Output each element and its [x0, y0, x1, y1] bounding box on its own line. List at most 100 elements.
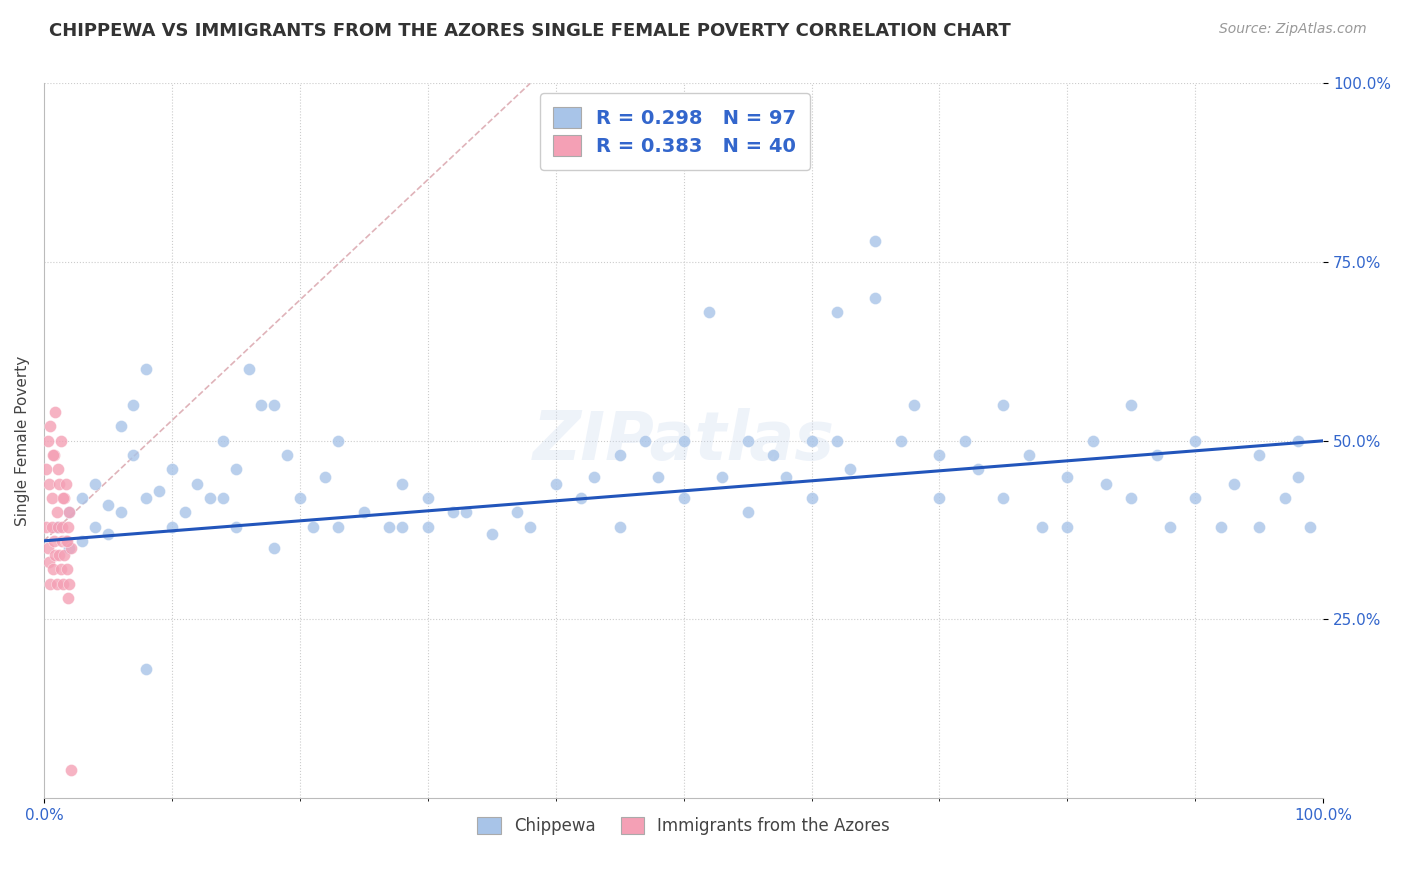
- Y-axis label: Single Female Poverty: Single Female Poverty: [15, 356, 30, 526]
- Point: [1249, 448, 1271, 462]
- Point: [672, 434, 695, 448]
- Point: [46, 519, 69, 533]
- Point: [288, 491, 311, 505]
- Point: [1209, 519, 1232, 533]
- Point: [1159, 519, 1181, 533]
- Point: [569, 491, 592, 505]
- Point: [762, 448, 785, 462]
- Point: [212, 434, 235, 448]
- Point: [84, 519, 107, 533]
- Point: [97, 526, 120, 541]
- Point: [1286, 434, 1309, 448]
- Point: [737, 505, 759, 519]
- Point: [825, 434, 848, 448]
- Point: [37, 541, 59, 555]
- Point: [56, 562, 79, 576]
- Point: [928, 448, 950, 462]
- Point: [56, 533, 79, 548]
- Point: [110, 419, 132, 434]
- Point: [416, 519, 439, 533]
- Point: [263, 398, 285, 412]
- Point: [97, 498, 120, 512]
- Point: [263, 541, 285, 555]
- Point: [44, 405, 66, 419]
- Point: [328, 434, 350, 448]
- Point: [110, 505, 132, 519]
- Point: [1184, 491, 1206, 505]
- Point: [39, 576, 62, 591]
- Point: [609, 448, 631, 462]
- Point: [58, 519, 80, 533]
- Point: [52, 491, 75, 505]
- Point: [53, 491, 76, 505]
- Point: [544, 476, 567, 491]
- Point: [72, 491, 94, 505]
- Point: [454, 505, 477, 519]
- Point: [38, 476, 60, 491]
- Point: [225, 462, 247, 476]
- Point: [148, 483, 170, 498]
- Point: [59, 541, 82, 555]
- Point: [51, 533, 73, 548]
- Point: [353, 505, 375, 519]
- Point: [328, 519, 350, 533]
- Point: [42, 448, 65, 462]
- Point: [825, 305, 848, 319]
- Point: [276, 448, 298, 462]
- Point: [48, 476, 70, 491]
- Point: [1222, 476, 1244, 491]
- Point: [391, 519, 413, 533]
- Point: [1121, 491, 1143, 505]
- Point: [1286, 469, 1309, 483]
- Point: [55, 476, 77, 491]
- Point: [35, 519, 58, 533]
- Point: [800, 491, 823, 505]
- Point: [865, 234, 887, 248]
- Point: [1146, 448, 1168, 462]
- Point: [160, 462, 183, 476]
- Point: [173, 505, 195, 519]
- Point: [58, 541, 80, 555]
- Point: [135, 663, 157, 677]
- Point: [582, 469, 605, 483]
- Point: [890, 434, 912, 448]
- Point: [506, 505, 529, 519]
- Point: [44, 548, 66, 562]
- Point: [609, 519, 631, 533]
- Point: [672, 491, 695, 505]
- Point: [45, 505, 67, 519]
- Point: [481, 526, 503, 541]
- Point: [250, 398, 273, 412]
- Point: [1121, 398, 1143, 412]
- Point: [37, 434, 59, 448]
- Point: [391, 476, 413, 491]
- Point: [42, 562, 65, 576]
- Point: [1094, 476, 1116, 491]
- Point: [41, 519, 63, 533]
- Legend: Chippewa, Immigrants from the Azores: Chippewa, Immigrants from the Azores: [468, 808, 898, 844]
- Point: [225, 519, 247, 533]
- Point: [45, 576, 67, 591]
- Point: [58, 505, 80, 519]
- Point: [48, 548, 70, 562]
- Point: [59, 763, 82, 777]
- Point: [378, 519, 401, 533]
- Point: [135, 491, 157, 505]
- Point: [966, 462, 988, 476]
- Point: [993, 491, 1015, 505]
- Point: [1299, 519, 1322, 533]
- Point: [1249, 519, 1271, 533]
- Point: [49, 562, 72, 576]
- Point: [39, 419, 62, 434]
- Point: [58, 591, 80, 605]
- Point: [84, 476, 107, 491]
- Point: [135, 362, 157, 376]
- Point: [41, 491, 63, 505]
- Point: [55, 533, 77, 548]
- Point: [186, 476, 208, 491]
- Point: [865, 291, 887, 305]
- Point: [52, 576, 75, 591]
- Point: [51, 519, 73, 533]
- Point: [49, 434, 72, 448]
- Point: [58, 576, 80, 591]
